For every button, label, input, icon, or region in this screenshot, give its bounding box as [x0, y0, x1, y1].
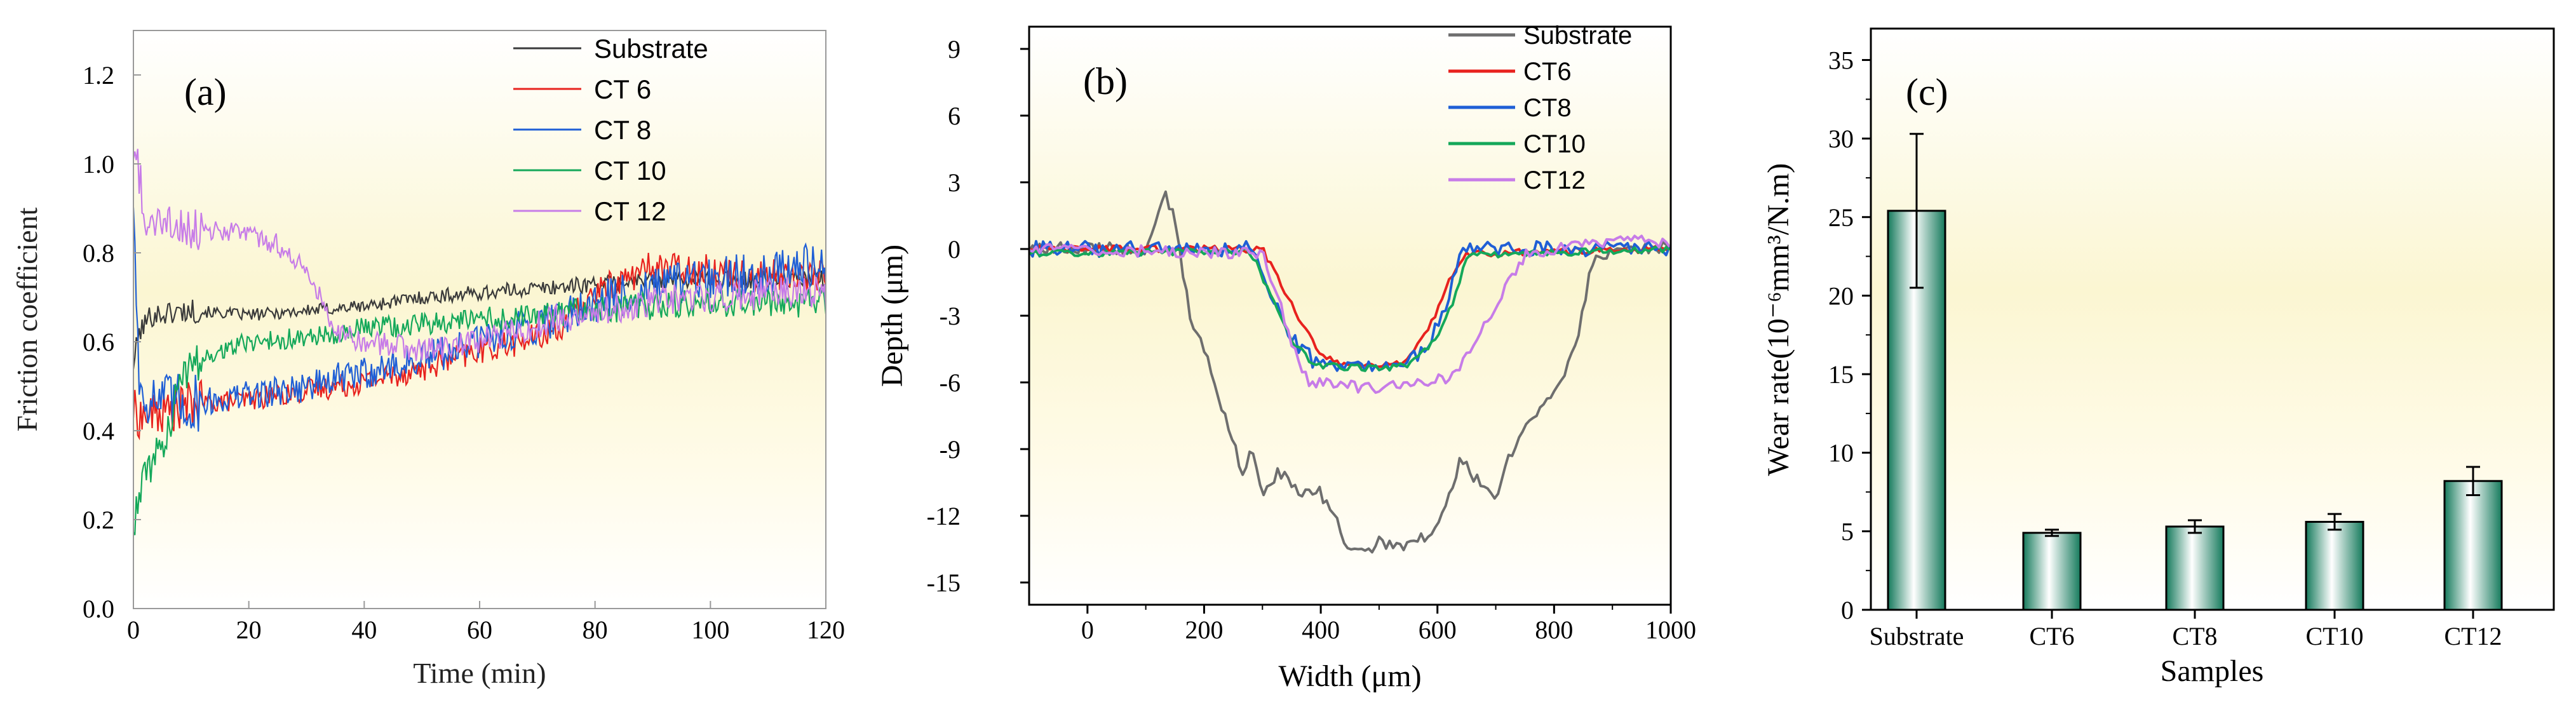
- legend-label-b-ct12: CT12: [1523, 166, 1586, 194]
- series-line-a-ct-10: [133, 285, 826, 535]
- y-tick-label-b: -15: [927, 569, 961, 597]
- x-tick-label-b: 600: [1419, 616, 1457, 644]
- panel-label-a: (a): [184, 71, 227, 113]
- bars-c: [1887, 133, 2503, 611]
- y-tick-label-a: 0.0: [83, 595, 114, 623]
- legend-b: Substrate CT6 CT8 CT10 CT12: [1448, 22, 1632, 194]
- panel-label-b: (b): [1083, 60, 1128, 102]
- panel-b: 0 200 400 600 800 1000 9 6 3 0 -3 -6 -9 -12 -15 (b) Wi…: [875, 22, 1696, 693]
- legend-label-b-ct10: CT10: [1523, 130, 1586, 158]
- bar-c-ct6: [2022, 532, 2082, 611]
- panel-c: 0 5 10 15 20 25 30 35 Substrate CT6 CT8 CT10 CT12 (c…: [1762, 27, 2555, 688]
- legend-a: Substrate CT 6 CT 8 CT 10 CT 12: [513, 34, 708, 226]
- x-tick-label-a: 0: [127, 616, 140, 644]
- y-axis-label-a: Friction coefficient: [11, 207, 43, 431]
- panel-label-c: (c): [1906, 71, 1948, 113]
- legend-label-b-substrate: Substrate: [1523, 22, 1632, 50]
- x-tick-label-a: 40: [351, 616, 377, 644]
- x-tick-label-a: 80: [583, 616, 608, 644]
- series-line-b-ct12: [1029, 234, 1671, 394]
- y-tick-label-b: 3: [948, 168, 961, 197]
- plot-area-b: [1029, 27, 1671, 605]
- y-tick-label-a: 0.4: [83, 417, 114, 445]
- ticks-b: 0 200 400 600 800 1000 9 6 3 0 -3 -6 -9 -12 -15: [927, 35, 1696, 644]
- y-tick-label-c: 35: [1828, 46, 1854, 74]
- bar-c-ct12: [2443, 480, 2503, 611]
- y-tick-label-a: 0.6: [83, 328, 114, 356]
- y-tick-label-a: 0.8: [83, 239, 114, 267]
- frame-c: [1870, 27, 2555, 611]
- x-axis-label-a: Time (min): [413, 657, 546, 689]
- legend-label-b-ct6: CT6: [1523, 58, 1572, 86]
- series-line-a-ct-12: [133, 149, 826, 361]
- x-axis-label-c: Samples: [2161, 654, 2264, 688]
- legend-label-a-ct-8: CT 8: [594, 115, 651, 145]
- y-tick-label-b: -6: [940, 368, 961, 397]
- x-tick-label-b: 800: [1535, 616, 1573, 644]
- x-axis-label-b: Width (μm): [1278, 659, 1421, 693]
- y-axis-label-c: Wear rate(10⁻⁶mm³/N.m): [1762, 163, 1795, 476]
- y-tick-label-b: 0: [948, 235, 961, 264]
- x-tick-label-c-ct10: CT10: [2305, 622, 2363, 650]
- legend-label-a-substrate: Substrate: [594, 34, 708, 64]
- bar-c-ct10: [2305, 521, 2364, 611]
- y-tick-label-c: 10: [1828, 439, 1854, 468]
- ticks-a: 0 20 40 60 80 100 120 0.0 0.2 0.4 0.6 0.8 1.0 1.2: [83, 61, 845, 644]
- x-tick-label-c-ct12: CT12: [2444, 622, 2502, 650]
- x-tick-label-c-ct8: CT8: [2172, 622, 2217, 650]
- x-tick-label-b: 1000: [1645, 616, 1696, 644]
- y-tick-label-b: -3: [940, 302, 961, 330]
- y-tick-label-b: 9: [948, 35, 961, 64]
- y-tick-label-c: 15: [1828, 360, 1854, 389]
- y-axis-label-b: Depth (μm): [875, 245, 909, 387]
- legend-label-a-ct-10: CT 10: [594, 156, 666, 185]
- y-tick-label-c: 0: [1841, 596, 1854, 624]
- x-tick-label-a: 20: [236, 616, 262, 644]
- legend-label-b-ct8: CT8: [1523, 94, 1572, 122]
- legend-label-a-ct-12: CT 12: [594, 196, 666, 226]
- plot-area-c: [1871, 29, 2554, 610]
- x-tick-label-b: 400: [1302, 616, 1340, 644]
- y-tick-label-a: 1.2: [83, 61, 114, 90]
- y-tick-label-a: 0.2: [83, 506, 114, 534]
- series-lines-b: [1029, 190, 1671, 554]
- y-tick-label-a: 1.0: [83, 150, 114, 178]
- y-tick-label-c: 30: [1828, 125, 1854, 153]
- x-tick-label-b: 200: [1185, 616, 1223, 644]
- y-tick-label-c: 25: [1828, 203, 1854, 232]
- panel-a: 0 20 40 60 80 100 120 0.0 0.2 0.4 0.6 0.8 1.0 1.2 (a)…: [11, 30, 845, 689]
- x-tick-label-a: 60: [467, 616, 492, 644]
- plot-area-a: [133, 30, 826, 609]
- y-tick-label-c: 5: [1841, 517, 1854, 546]
- x-tick-label-c-substrate: Substrate: [1870, 622, 1964, 650]
- y-tick-label-b: 6: [948, 102, 961, 130]
- x-tick-label-a: 120: [807, 616, 845, 644]
- x-tick-label-b: 0: [1081, 616, 1094, 644]
- y-tick-label-c: 20: [1828, 281, 1854, 310]
- y-tick-label-b: -12: [927, 502, 961, 530]
- bar-c-ct8: [2165, 525, 2225, 611]
- x-tick-label-a: 100: [691, 616, 729, 644]
- legend-label-a-ct-6: CT 6: [594, 74, 651, 104]
- y-tick-label-b: -9: [940, 435, 961, 464]
- series-lines-a: [133, 149, 826, 535]
- x-tick-label-c-ct6: CT6: [2029, 622, 2074, 650]
- ticks-c: 0 5 10 15 20 25 30 35 Substrate CT6 CT8 CT10 CT12: [1828, 46, 2502, 650]
